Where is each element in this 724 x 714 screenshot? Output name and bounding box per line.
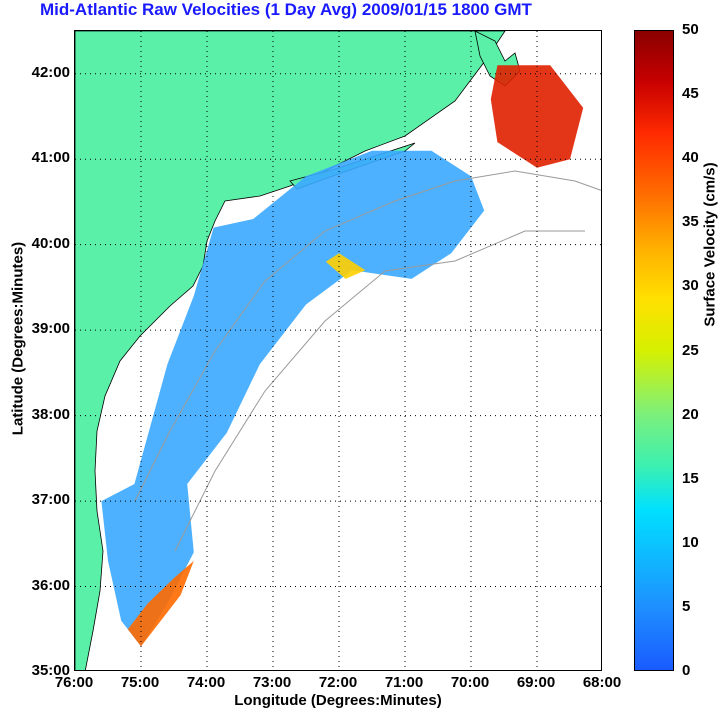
y-tick-label: 37:00 [31, 491, 70, 509]
field-main [101, 150, 485, 647]
colorbar-tick-label: 5 [682, 597, 691, 615]
y-tick-label: 36:00 [31, 576, 70, 594]
x-tick-label: 69:00 [516, 674, 556, 691]
y-tick-label: 35:00 [31, 662, 70, 679]
velocity-map [74, 30, 602, 671]
x-tick-label: 70:00 [450, 674, 490, 691]
x-tick-label: 72:00 [318, 674, 358, 691]
field-shelf-break [325, 253, 366, 279]
land-mass [75, 31, 506, 670]
y-tick-label: 39:00 [31, 320, 70, 338]
x-tick-label: 74:00 [186, 674, 226, 691]
colorbar-tick-label: 25 [682, 341, 699, 359]
y-tick-label: 41:00 [31, 149, 70, 167]
x-axis-label: Longitude (Degrees:Minutes) [234, 692, 442, 709]
colorbar-tick-label: 30 [682, 277, 699, 295]
colorbar-tick-label: 35 [682, 213, 699, 231]
colorbar-tick-label: 45 [682, 85, 699, 103]
map-title: Mid-Atlantic Raw Velocities (1 Day Avg) … [40, 0, 532, 19]
bathymetry-contour-2 [174, 230, 585, 552]
colorbar-tick-label: 40 [682, 149, 699, 167]
y-axis-label: Latitude (Degrees:Minutes) [9, 241, 27, 436]
y-tick-label: 38:00 [31, 405, 70, 423]
velocity-map-svg [75, 31, 601, 670]
lat-lon-grid [75, 31, 601, 670]
colorbar-label: Surface Velocity (cm/s) [701, 162, 719, 327]
y-tick-label: 42:00 [31, 63, 70, 81]
colorbar [634, 30, 674, 671]
colorbar-tick-label: 50 [682, 21, 699, 38]
colorbar-tick-label: 0 [682, 662, 691, 679]
colorbar-tick-label: 20 [682, 405, 699, 423]
x-tick-label: 75:00 [120, 674, 160, 691]
bathymetry-contour [134, 170, 601, 502]
y-tick-label: 40:00 [31, 234, 70, 252]
x-tick-label: 73:00 [252, 674, 292, 691]
x-tick-label: 68:00 [582, 674, 622, 691]
x-tick-label: 76:00 [54, 674, 94, 691]
colorbar-tick-label: 10 [682, 533, 699, 551]
x-tick-label: 71:00 [384, 674, 424, 691]
colorbar-tick-label: 15 [682, 469, 699, 487]
field-south-jet [127, 560, 194, 647]
